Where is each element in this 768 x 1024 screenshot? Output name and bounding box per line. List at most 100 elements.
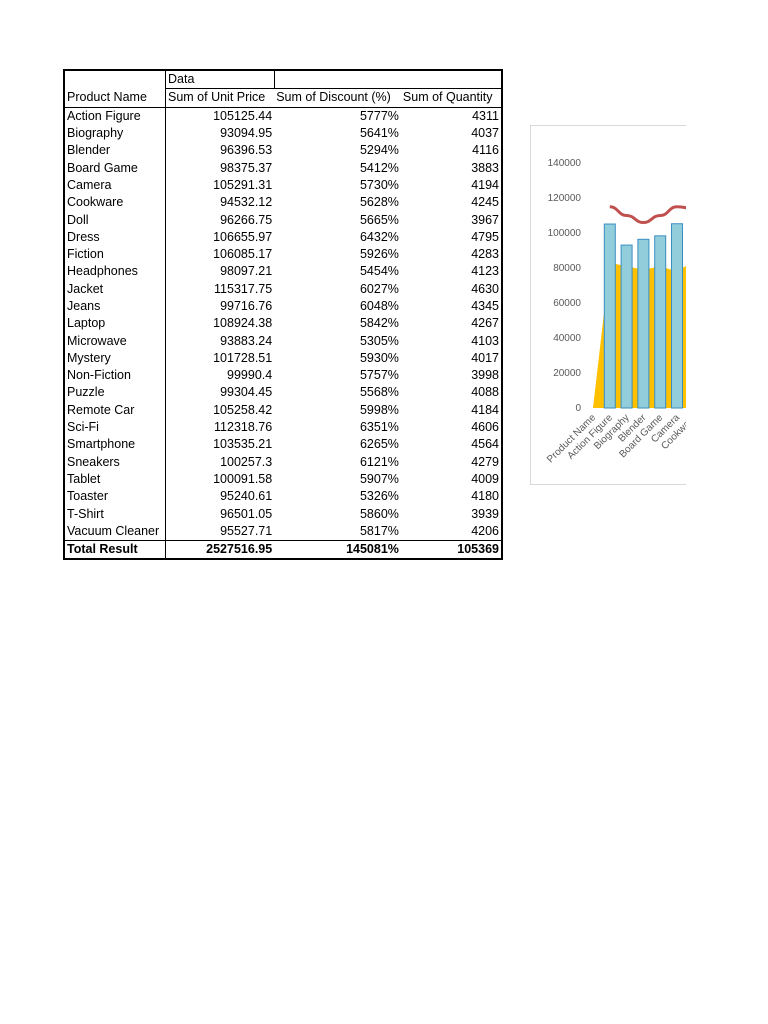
table-cell: Blender: [64, 142, 166, 160]
table-cell: T-Shirt: [64, 505, 166, 523]
table-cell: 99990.4: [227, 368, 273, 383]
table-cell: Laptop: [64, 315, 166, 333]
table-cell: 4123: [471, 264, 499, 279]
y-tick-label: 100000: [548, 228, 582, 239]
table-cell: 4184: [471, 402, 499, 417]
table-cell: 99304.45: [220, 385, 273, 400]
table-cell: 6048%: [359, 299, 399, 313]
table-cell: 95527.71: [220, 523, 273, 538]
table-cell: 5730%: [359, 177, 399, 192]
table-row: Vacuum Cleaner 95527.71 5817% 4206: [64, 522, 502, 541]
table-cell: 4795: [471, 229, 499, 244]
table-cell: 4630: [471, 281, 499, 296]
table-cell: Data: [165, 69, 275, 90]
table-row: Biography 93094.95 5641% 4037: [64, 124, 502, 143]
table-cell: 5294%: [359, 143, 399, 158]
table-row: Total Result 2527516.95 145081% 105369: [64, 540, 502, 560]
table-cell: 5628%: [359, 195, 399, 210]
table-cell: 106655.97: [213, 229, 273, 244]
y-tick-label: 20000: [553, 368, 581, 379]
table-cell: Camera: [64, 176, 166, 195]
table-cell: Dress: [64, 228, 166, 246]
table-cell: 96396.53: [220, 143, 273, 158]
table-cell: 5641%: [359, 126, 399, 141]
table-cell: 5842%: [359, 316, 399, 331]
table-cell: Cookware: [64, 194, 166, 212]
table-cell: 4103: [471, 333, 499, 348]
table-cell: Sneakers: [64, 453, 166, 471]
table-cell: Sci-Fi: [64, 418, 166, 437]
table-cell: 3939: [471, 506, 499, 521]
table-cell: 4180: [471, 489, 499, 504]
table-cell: 4009: [471, 471, 499, 486]
table-cell: 98097.21: [220, 264, 273, 279]
table-row: Jeans 99716.76 6048% 4345: [64, 297, 502, 316]
table-cell: 105369: [400, 540, 502, 560]
table-cell: 4116: [472, 143, 499, 158]
table-cell: Tablet: [64, 470, 166, 489]
table-row: Laptop 108924.38 5842% 4267: [64, 315, 502, 333]
table-cell: 2527516.95: [165, 540, 275, 560]
table-cell: 5757%: [359, 368, 399, 383]
table-cell: Biography: [64, 124, 166, 143]
table-cell: 100091.58: [213, 471, 273, 486]
table-cell: 96266.75: [220, 212, 273, 227]
table-cell: 4279: [471, 454, 499, 469]
table-cell: [64, 70, 166, 89]
table-row: Puzzle 99304.45 5568% 4088: [64, 384, 502, 402]
table-cell: 5930%: [359, 350, 399, 365]
y-tick-label: 0: [575, 403, 581, 414]
table-cell: Headphones: [64, 263, 166, 281]
bar: [654, 235, 667, 409]
table-cell: 5926%: [359, 247, 399, 262]
table-cell: Sum of Quantity: [400, 88, 502, 108]
table-cell: 4245: [471, 195, 499, 210]
table-row: Tablet 100091.58 5907% 4009: [64, 470, 502, 489]
table-row: Dress 106655.97 6432% 4795: [64, 228, 502, 246]
table-cell: 145081%: [274, 540, 401, 560]
table-cell: 108924.38: [213, 316, 273, 331]
table-cell: 4311: [472, 108, 499, 123]
y-tick-label: 40000: [553, 333, 581, 344]
table-cell: 105125.44: [213, 108, 273, 123]
table-cell: 100257.3: [220, 454, 273, 469]
table-cell: Jacket: [64, 280, 166, 298]
table-cell: 99716.76: [220, 299, 273, 313]
table-row: Remote Car 105258.42 5998% 4184: [64, 401, 502, 419]
table-cell: Jeans: [64, 297, 166, 316]
table-cell: 5305%: [359, 333, 399, 348]
table-cell: Remote Car: [64, 401, 166, 419]
table-cell: 5568%: [359, 385, 399, 400]
table-cell: 5998%: [359, 402, 399, 417]
table-cell: 4194: [471, 177, 499, 192]
table-row: Camera 105291.31 5730% 4194: [64, 176, 502, 195]
table-row: Action Figure 105125.44 5777% 4311: [64, 107, 502, 125]
table-cell: 6121%: [359, 454, 399, 469]
table-cell: 103535.21: [213, 437, 273, 452]
table-cell: 93094.95: [220, 126, 273, 141]
table-cell: Vacuum Cleaner: [64, 522, 166, 541]
table-cell: 6351%: [359, 420, 399, 435]
y-tick-label: 60000: [553, 298, 581, 309]
table-cell: 4345: [471, 299, 499, 313]
table-cell: 94532.12: [220, 195, 273, 210]
table-row: Product Name Sum of Unit Price Sum of Disc…: [64, 88, 502, 108]
table-cell: Product Name: [64, 88, 166, 108]
table-row: Jacket 115317.75 6027% 4630: [64, 280, 502, 298]
table-cell: 106085.17: [213, 247, 273, 262]
table-row: Smartphone 103535.21 6265% 4564: [64, 436, 502, 454]
table-row: Board Game 98375.37 5412% 3883: [64, 159, 502, 177]
bar: [603, 223, 616, 409]
table-cell: 4283: [471, 247, 499, 262]
table-cell: 5454%: [359, 264, 399, 279]
table-row: T-Shirt 96501.05 5860% 3939: [64, 505, 502, 523]
table-cell: Doll: [64, 211, 166, 229]
table-cell: Toaster: [64, 488, 166, 506]
table-cell: Total Result: [64, 540, 166, 560]
table-row: Data: [64, 69, 503, 90]
table-cell: 6265%: [359, 437, 399, 452]
table-cell: 115317.75: [214, 281, 273, 296]
table-row: Blender 96396.53 5294% 4116: [64, 142, 502, 160]
bar: [620, 244, 633, 409]
table-row: Headphones 98097.21 5454% 4123: [64, 263, 502, 281]
